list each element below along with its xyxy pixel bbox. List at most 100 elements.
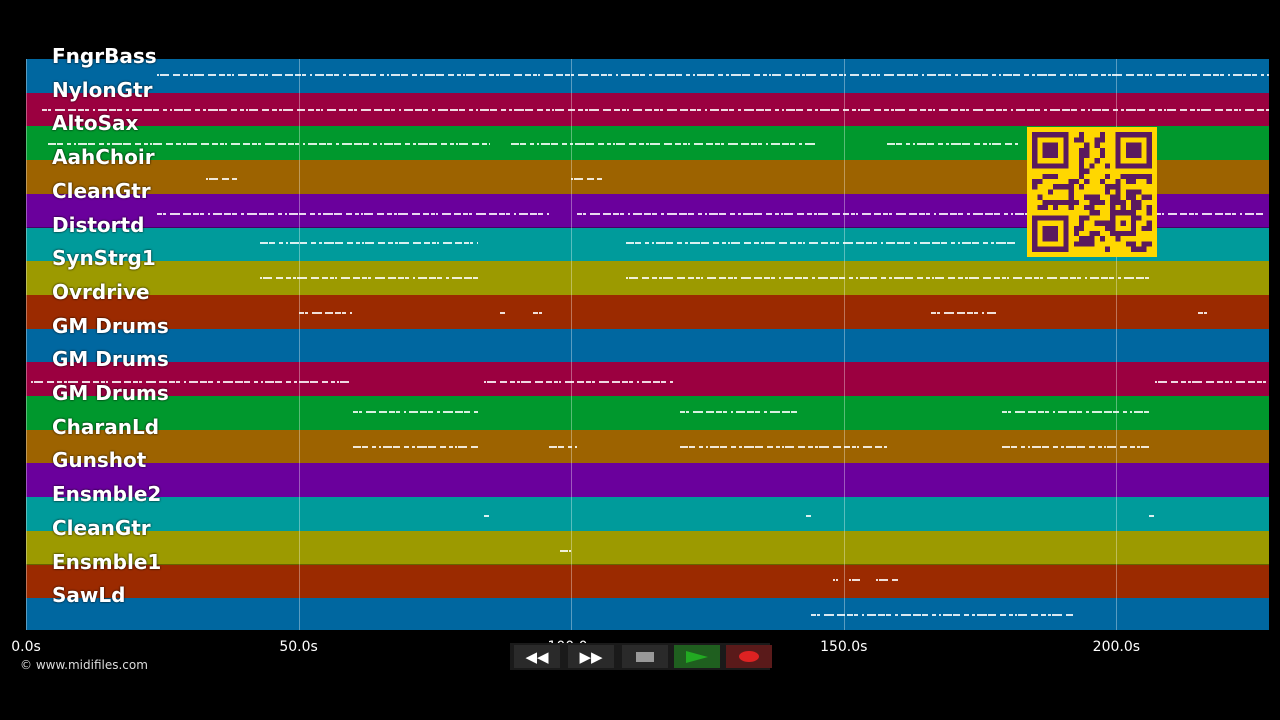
midi-note [310, 381, 319, 384]
midi-note [895, 614, 899, 617]
midi-note [603, 108, 612, 111]
midi-note [1239, 212, 1242, 215]
midi-note [802, 242, 805, 245]
track-lane [26, 294, 1269, 330]
midi-note [971, 242, 979, 245]
midi-note [1036, 73, 1047, 76]
midi-note [1065, 445, 1076, 448]
midi-note [744, 108, 755, 111]
midi-note [767, 445, 774, 448]
midi-note [341, 143, 352, 146]
midi-note [365, 242, 375, 245]
midi-note [435, 73, 444, 76]
midi-note [869, 277, 877, 280]
midi-note [811, 277, 815, 280]
rewind-icon: ◀◀ [525, 647, 549, 666]
midi-note [525, 108, 534, 111]
rewind-button[interactable]: ◀◀ [514, 645, 560, 668]
midi-note [1033, 277, 1039, 280]
midi-note [880, 277, 886, 280]
qr-code[interactable] [1027, 127, 1157, 257]
midi-note [805, 143, 816, 146]
midi-note [676, 242, 682, 245]
midi-note [1245, 108, 1255, 111]
midi-note [208, 177, 218, 180]
midi-note [831, 108, 840, 111]
midi-note [311, 311, 322, 314]
midi-note [639, 73, 645, 76]
midi-note [796, 108, 804, 111]
midi-note [55, 108, 66, 111]
midi-note [221, 177, 229, 180]
fast-forward-button[interactable]: ▶▶ [568, 645, 614, 668]
midi-note [349, 311, 352, 314]
midi-note [982, 242, 988, 245]
midi-note [1009, 614, 1014, 617]
midi-note [865, 242, 872, 245]
midi-note [1262, 381, 1266, 384]
midi-note [159, 381, 168, 384]
midi-note [277, 143, 286, 146]
midi-note [1158, 108, 1163, 111]
midi-note [437, 277, 443, 280]
midi-note [636, 381, 639, 384]
midi-note [471, 445, 479, 448]
midi-note [1047, 73, 1056, 76]
midi-note [106, 381, 109, 384]
midi-note [723, 410, 728, 413]
midi-note [591, 381, 595, 384]
midi-note [883, 73, 894, 76]
midi-note [549, 445, 558, 448]
midi-note [277, 212, 282, 215]
midi-note [607, 73, 612, 76]
midi-note [1003, 212, 1008, 215]
midi-note [339, 108, 347, 111]
midi-note [1014, 410, 1025, 413]
midi-note [690, 108, 697, 111]
midi-note [240, 108, 245, 111]
midi-note [930, 311, 936, 314]
midi-note [518, 212, 528, 215]
midi-note [189, 381, 199, 384]
midi-note [437, 242, 440, 245]
midi-note [568, 445, 573, 448]
midi-note [585, 381, 591, 384]
midi-note [938, 212, 948, 215]
midi-note [686, 410, 690, 413]
midi-note [200, 143, 209, 146]
stop-button[interactable] [622, 645, 668, 668]
midi-note [509, 381, 515, 384]
midi-note [1188, 212, 1194, 215]
midi-note [1006, 277, 1009, 280]
midi-note [169, 212, 180, 215]
midi-note [452, 277, 463, 280]
midi-note [1039, 277, 1043, 280]
midi-note [824, 614, 835, 617]
midi-note [342, 73, 346, 76]
midi-note [1071, 108, 1078, 111]
midi-note [888, 277, 892, 280]
play-button[interactable] [674, 645, 720, 668]
midi-note [782, 445, 785, 448]
midi-note [335, 143, 339, 146]
midi-note [374, 108, 383, 111]
midi-note [68, 381, 79, 384]
midi-note [614, 108, 621, 111]
midi-note [852, 579, 861, 582]
midi-note [514, 108, 525, 111]
record-button[interactable] [726, 645, 772, 668]
midi-note [384, 108, 391, 111]
midi-note [331, 381, 336, 384]
midi-note [916, 277, 923, 280]
midi-note [98, 143, 104, 146]
midi-note [813, 212, 817, 215]
midi-note [1187, 381, 1191, 384]
midi-note [1212, 73, 1219, 76]
midi-note [692, 73, 695, 76]
midi-note [764, 410, 768, 413]
midi-note [437, 410, 441, 413]
midi-note [1002, 73, 1012, 76]
midi-note [1179, 212, 1187, 215]
midi-note [390, 73, 400, 76]
midi-note [432, 108, 436, 111]
